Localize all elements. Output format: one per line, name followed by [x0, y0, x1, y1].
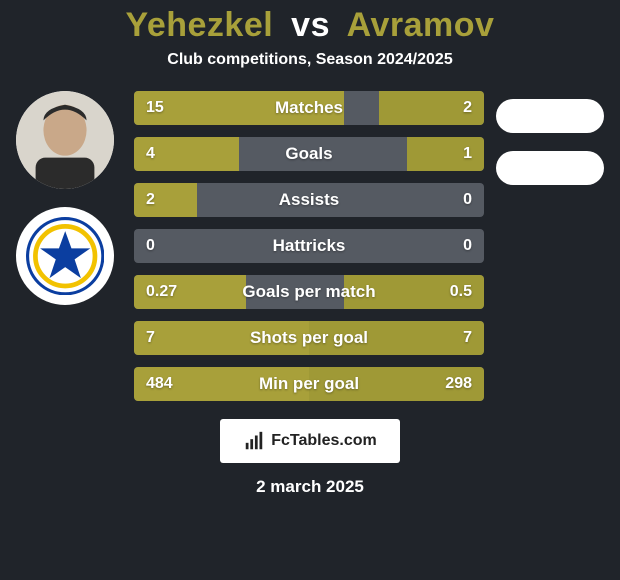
stat-label: Goals	[134, 137, 484, 171]
player1-club-logo	[16, 207, 114, 305]
stat-label: Goals per match	[134, 275, 484, 309]
stat-row: 152Matches	[134, 91, 484, 125]
title-vs: vs	[291, 6, 330, 44]
stat-row: 20Assists	[134, 183, 484, 217]
brand-badge: FcTables.com	[220, 419, 400, 463]
stat-row: 0.270.5Goals per match	[134, 275, 484, 309]
player1-avatar	[16, 91, 114, 189]
player2-club-logo-placeholder	[496, 151, 604, 185]
date-text: 2 march 2025	[0, 477, 620, 497]
stat-label: Min per goal	[134, 367, 484, 401]
stat-row: 41Goals	[134, 137, 484, 171]
title-player1: Yehezkel	[126, 6, 274, 44]
stat-row: 484298Min per goal	[134, 367, 484, 401]
left-column	[10, 91, 120, 305]
brand-chart-icon	[243, 430, 265, 452]
stat-row: 77Shots per goal	[134, 321, 484, 355]
content-area: 152Matches 41Goals 20Assists 00Hattricks 0.2…	[0, 91, 620, 401]
stat-label: Assists	[134, 183, 484, 217]
player2-avatar-placeholder	[496, 99, 604, 133]
stat-row: 00Hattricks	[134, 229, 484, 263]
stat-label: Matches	[134, 91, 484, 125]
comparison-card: Yehezkel vs Avramov Club competitions, S…	[0, 0, 620, 580]
stat-label: Hattricks	[134, 229, 484, 263]
brand-text: FcTables.com	[271, 432, 377, 450]
stats-column: 152Matches 41Goals 20Assists 00Hattricks 0.2…	[120, 91, 490, 401]
page-title: Yehezkel vs Avramov	[0, 6, 620, 45]
avatar-placeholder-icon	[16, 91, 114, 189]
stat-label: Shots per goal	[134, 321, 484, 355]
club-logo-icon	[26, 217, 104, 295]
right-column	[490, 91, 610, 185]
title-player2: Avramov	[347, 6, 495, 44]
subtitle: Club competitions, Season 2024/2025	[0, 51, 620, 69]
